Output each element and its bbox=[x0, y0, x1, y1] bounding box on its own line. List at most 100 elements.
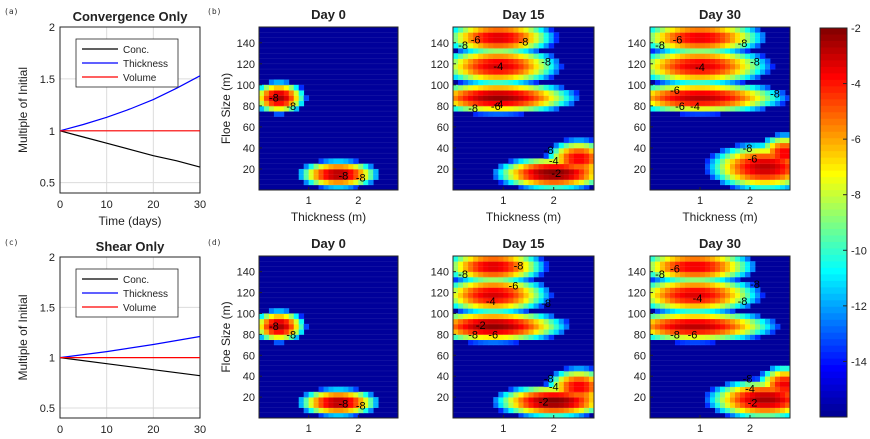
heatmap-cell bbox=[750, 376, 756, 382]
heatmap-cell bbox=[785, 381, 791, 388]
x-tick-label: 30 bbox=[194, 199, 206, 211]
heatmap-cell bbox=[273, 334, 280, 341]
heatmap-cell bbox=[690, 329, 696, 335]
heatmap-cell bbox=[508, 27, 514, 33]
heatmap-cell bbox=[725, 313, 731, 320]
heatmap-cell bbox=[730, 168, 736, 175]
heatmap-cell bbox=[690, 48, 696, 54]
heatmap-cell bbox=[670, 318, 676, 325]
heatmap-cell bbox=[735, 90, 741, 96]
contour-label: -6 bbox=[670, 85, 680, 97]
heatmap-cell bbox=[740, 271, 746, 278]
heatmap-cell bbox=[665, 95, 671, 102]
heatmap-cell bbox=[740, 58, 746, 65]
heatmap-cell bbox=[710, 48, 716, 54]
series-line-thickness bbox=[59, 75, 201, 132]
heatmap-cell bbox=[528, 303, 534, 309]
heatmap-cell bbox=[508, 256, 514, 262]
contour-label: -4 bbox=[493, 99, 503, 111]
heatmap-cell bbox=[498, 100, 504, 107]
heatmap-cell bbox=[655, 42, 661, 49]
heatmap-cell bbox=[705, 48, 711, 54]
heatmap-cell bbox=[710, 90, 716, 96]
heatmap-cell bbox=[548, 32, 555, 38]
heatmap-cell bbox=[730, 53, 736, 59]
heatmap-cell bbox=[710, 27, 716, 33]
heatmap-cell bbox=[553, 37, 560, 44]
contour-label: -8 bbox=[738, 296, 748, 308]
heatmap-cell bbox=[680, 69, 686, 75]
heatmap-cell bbox=[680, 282, 686, 288]
heatmap-cell bbox=[468, 53, 474, 59]
heatmap-cell bbox=[463, 297, 469, 304]
heatmap-cell bbox=[268, 79, 275, 86]
heatmap-cell bbox=[478, 266, 484, 273]
heatmap-cell bbox=[675, 297, 681, 304]
heatmap-cell bbox=[665, 27, 671, 33]
heatmap-cell bbox=[750, 334, 756, 341]
heatmap-cell bbox=[478, 303, 484, 309]
heatmap-cell bbox=[483, 334, 489, 341]
y-tick-label: 20 bbox=[243, 392, 255, 404]
heatmap-cell bbox=[473, 58, 479, 65]
heatmap-cell bbox=[740, 407, 746, 414]
contour-label: -8 bbox=[750, 279, 760, 291]
heatmap-cell bbox=[528, 179, 534, 186]
heatmap-cell bbox=[548, 318, 555, 325]
heatmap-cell bbox=[533, 158, 540, 165]
heatmap-cell bbox=[685, 63, 691, 70]
heatmap-cell bbox=[715, 111, 721, 117]
heatmap-cell bbox=[720, 32, 726, 38]
heatmap-cell bbox=[313, 402, 319, 408]
heatmap-cell bbox=[735, 179, 741, 186]
heatmap-cell bbox=[655, 69, 661, 75]
heatmap-cell bbox=[538, 74, 545, 80]
heatmap-cell bbox=[259, 318, 265, 325]
heatmap-cell bbox=[700, 42, 706, 49]
heatmap-cell bbox=[528, 407, 534, 414]
heatmap-cell bbox=[700, 63, 706, 70]
heatmap-cell bbox=[573, 407, 580, 414]
plot-frame bbox=[452, 255, 595, 419]
heatmap-cell bbox=[508, 105, 514, 112]
heatmap-cell bbox=[690, 266, 696, 273]
y-tick-label: 100 bbox=[628, 80, 646, 92]
heatmap-cell bbox=[543, 163, 550, 170]
heatmap-cell bbox=[715, 329, 721, 335]
heatmap-cell bbox=[478, 256, 484, 262]
heatmap-cell bbox=[288, 90, 295, 96]
heatmap-cell bbox=[660, 287, 666, 293]
heatmap-cell bbox=[755, 376, 761, 382]
heatmap-cell bbox=[513, 271, 519, 278]
heatmap-cell bbox=[760, 386, 766, 393]
heatmap-cell bbox=[675, 339, 681, 346]
heatmap-cell bbox=[323, 158, 329, 165]
heatmap-cell bbox=[655, 297, 661, 304]
heatmap-cell bbox=[543, 261, 550, 267]
x-tick-label: 1 bbox=[306, 423, 312, 435]
heatmap-cell bbox=[705, 100, 711, 107]
heatmap-cell bbox=[498, 329, 504, 335]
heatmap-cell bbox=[745, 271, 751, 278]
heatmap-cell bbox=[690, 27, 696, 33]
heatmap-cell bbox=[740, 142, 746, 149]
heatmap-cell bbox=[508, 271, 514, 278]
heatmap-cell bbox=[368, 391, 374, 398]
heatmap-cell bbox=[483, 111, 489, 117]
heatmap-cell bbox=[705, 334, 711, 341]
heatmap-cell bbox=[690, 90, 696, 96]
heatmap-cell bbox=[483, 318, 489, 325]
heatmap-cell bbox=[533, 105, 540, 112]
heatmap-cell bbox=[513, 287, 519, 293]
heatmap-cell bbox=[483, 95, 489, 102]
heatmap-cell bbox=[725, 386, 731, 393]
heatmap-cell bbox=[318, 184, 324, 191]
heatmap-cell bbox=[493, 84, 499, 91]
heatmap-cell bbox=[493, 318, 499, 325]
chart-title: Shear Only bbox=[96, 239, 165, 254]
heatmap-cell bbox=[518, 95, 524, 102]
heatmap-cell bbox=[770, 318, 776, 325]
heatmap-cell bbox=[720, 334, 726, 341]
heatmap-cell bbox=[483, 63, 489, 70]
